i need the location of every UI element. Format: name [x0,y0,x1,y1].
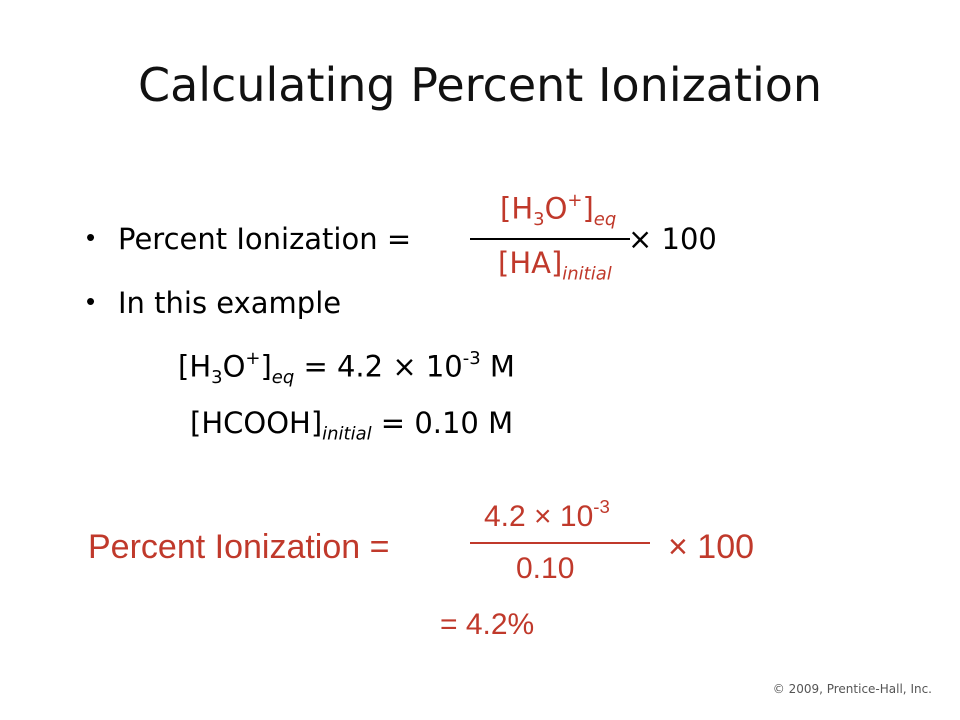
slide-title: Calculating Percent Ionization [137,58,823,112]
calculation-denominator: 0.10 [516,552,575,585]
calculation-fraction-bar [470,542,650,544]
copyright-notice: © 2009, Prentice-Hall, Inc. [772,682,932,696]
bullet-percent-ionization: Percent Ionization = [118,222,412,256]
example-h3o-concentration: [H3O+]eq = 4.2 × 10-3 M [178,348,515,388]
formula-times-100: × 100 [628,222,717,256]
calculation-result: = 4.2% [440,608,535,641]
formula-numerator: [H3O+]eq [500,190,617,230]
bullet-marker: • [86,286,96,316]
formula-denominator: [HA]initial [498,246,612,285]
bullet-marker: • [86,222,96,252]
calculation-label: Percent Ionization = [88,528,390,566]
bullet-in-this-example: In this example [118,286,342,320]
example-hcooh-concentration: [HCOOH]initial = 0.10 M [190,406,514,445]
calculation-numerator: 4.2 × 10-3 [484,496,610,534]
formula-fraction-bar [470,238,630,240]
calculation-times-100: × 100 [668,528,755,566]
